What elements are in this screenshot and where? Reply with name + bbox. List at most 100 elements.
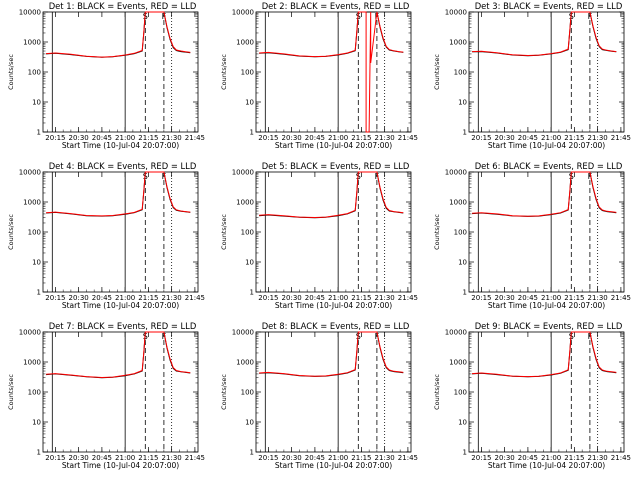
y-tick-label: 1 <box>463 289 467 297</box>
x-axis-label: Start Time (10-Jul-04 20:07:00) <box>488 461 605 470</box>
x-tick-label: 20:45 <box>518 454 538 462</box>
y-tick-label: 10000 <box>232 9 254 17</box>
y-tick-label: 10000 <box>19 169 41 177</box>
y-tick-label: 1000 <box>236 39 254 47</box>
plot-frame <box>255 171 412 293</box>
panel-title: Det 2: BLACK = Events, RED = LLD <box>262 1 410 11</box>
panel-det-8: Det 8: BLACK = Events, RED = LLD 1 10 100 10… <box>220 321 418 470</box>
y-tick-label: 10000 <box>232 329 254 337</box>
x-tick-label: 20:30 <box>282 294 302 302</box>
x-axis-label: Start Time (10-Jul-04 20:07:00) <box>275 301 392 310</box>
y-tick-label: 1 <box>463 129 467 137</box>
x-tick-label: 21:45 <box>398 454 418 462</box>
y-tick-label: 1000 <box>23 39 41 47</box>
y-tick-label: 10000 <box>19 9 41 17</box>
x-tick-label: 21:15 <box>564 294 584 302</box>
y-tick-label: 10 <box>32 419 41 427</box>
x-tick-label: 20:45 <box>92 134 112 142</box>
y-tick-label: 100 <box>28 229 41 237</box>
x-tick-label: 21:45 <box>611 134 631 142</box>
y-tick-label: 10 <box>458 99 467 107</box>
x-tick-label: 20:30 <box>495 294 515 302</box>
panel-det-6: Det 6: BLACK = Events, RED = LLD 1 10 100 10… <box>433 161 631 310</box>
plot-frame <box>42 11 199 133</box>
plot-frame <box>468 331 625 453</box>
y-tick-label: 1 <box>37 129 41 137</box>
x-tick-label: 21:00 <box>328 134 348 142</box>
y-tick-label: 10 <box>458 419 467 427</box>
series-lld-line <box>472 331 617 378</box>
series-lld-line <box>472 171 617 217</box>
event-marker-F: F <box>588 12 593 21</box>
y-axis-label: Counts/sec <box>433 54 441 90</box>
x-tick-label: 20:45 <box>92 454 112 462</box>
y-tick-label: 10 <box>458 259 467 267</box>
y-axis-label: Counts/sec <box>7 214 15 250</box>
y-axis-label: Counts/sec <box>433 374 441 410</box>
x-tick-label: 21:00 <box>328 454 348 462</box>
x-tick-label: 20:30 <box>495 454 515 462</box>
y-tick-label: 1000 <box>23 359 41 367</box>
x-tick-label: 21:00 <box>541 134 561 142</box>
y-tick-label: 1 <box>463 449 467 457</box>
panel-title: Det 9: BLACK = Events, RED = LLD <box>475 321 623 331</box>
series-lld-line <box>259 171 404 219</box>
x-tick-label: 21:45 <box>185 294 205 302</box>
x-tick-label: 20:15 <box>471 454 491 462</box>
y-tick-label: 10000 <box>445 169 467 177</box>
x-tick-label: 20:15 <box>45 454 65 462</box>
y-tick-label: 1000 <box>23 199 41 207</box>
x-tick-label: 21:45 <box>611 454 631 462</box>
x-tick-label: 20:30 <box>69 294 89 302</box>
x-tick-label: 20:45 <box>518 134 538 142</box>
x-axis-label: Start Time (10-Jul-04 20:07:00) <box>488 301 605 310</box>
panel-det-2: Det 2: BLACK = Events, RED = LLD 1 10 100 10… <box>220 1 418 150</box>
plot-frame <box>42 331 199 453</box>
event-marker-F: F <box>375 172 380 181</box>
x-tick-label: 21:00 <box>115 294 135 302</box>
y-tick-label: 10000 <box>445 9 467 17</box>
x-tick-label: 20:15 <box>258 134 278 142</box>
event-marker-F: F <box>162 172 167 181</box>
y-tick-label: 100 <box>454 229 467 237</box>
x-axis-label: Start Time (10-Jul-04 20:07:00) <box>62 141 179 150</box>
x-tick-label: 20:45 <box>92 294 112 302</box>
x-tick-label: 21:15 <box>564 454 584 462</box>
x-tick-label: 20:45 <box>518 294 538 302</box>
panel-det-3: Det 3: BLACK = Events, RED = LLD 1 10 100 10… <box>433 1 631 150</box>
series-lld-line <box>259 331 404 377</box>
panel-det-4: Det 4: BLACK = Events, RED = LLD 1 10 100 10… <box>7 161 205 310</box>
x-tick-label: 21:45 <box>185 134 205 142</box>
y-axis-label: Counts/sec <box>7 54 15 90</box>
panel-det-7: Det 7: BLACK = Events, RED = LLD 1 10 100 10… <box>7 321 205 470</box>
y-axis-label: Counts/sec <box>433 214 441 250</box>
event-marker-F: F <box>588 172 593 181</box>
y-tick-label: 100 <box>28 389 41 397</box>
panel-det-1: Det 1: BLACK = Events, RED = LLD 1 10 100 10… <box>7 1 205 150</box>
y-tick-label: 1000 <box>236 199 254 207</box>
x-tick-label: 20:15 <box>471 134 491 142</box>
x-axis-label: Start Time (10-Jul-04 20:07:00) <box>275 141 392 150</box>
y-tick-label: 1 <box>250 449 254 457</box>
y-tick-label: 1 <box>37 449 41 457</box>
x-tick-label: 20:45 <box>305 454 325 462</box>
panel-title: Det 3: BLACK = Events, RED = LLD <box>475 1 623 11</box>
y-tick-label: 1000 <box>449 199 467 207</box>
event-marker-F: F <box>162 332 167 341</box>
y-tick-label: 1000 <box>449 359 467 367</box>
x-tick-label: 20:15 <box>258 294 278 302</box>
event-marker-F: F <box>375 12 380 21</box>
y-tick-label: 10 <box>245 99 254 107</box>
x-tick-label: 20:30 <box>495 134 515 142</box>
x-tick-label: 21:00 <box>328 294 348 302</box>
y-tick-label: 1 <box>37 289 41 297</box>
x-axis-label: Start Time (10-Jul-04 20:07:00) <box>62 461 179 470</box>
event-marker-F: F <box>375 332 380 341</box>
x-tick-label: 21:30 <box>375 134 395 142</box>
y-tick-label: 10 <box>32 99 41 107</box>
x-tick-label: 21:00 <box>541 454 561 462</box>
y-tick-label: 100 <box>454 69 467 77</box>
x-tick-label: 20:15 <box>45 294 65 302</box>
y-tick-label: 100 <box>241 229 254 237</box>
